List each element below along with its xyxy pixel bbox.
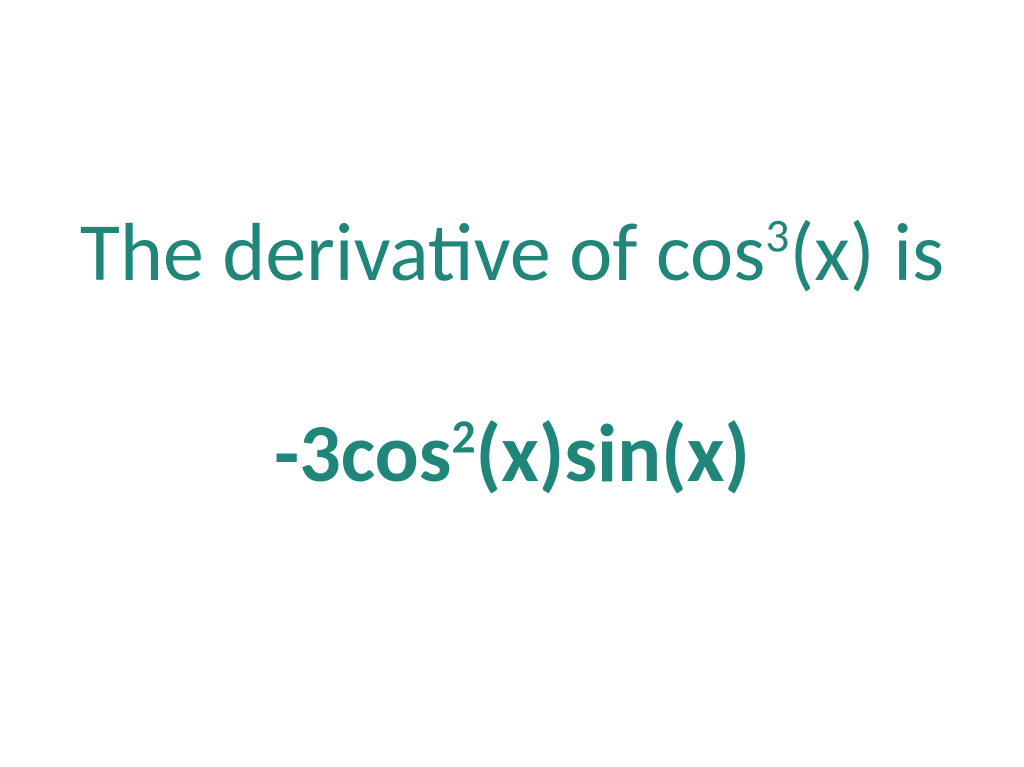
statement-exponent: 3: [765, 207, 789, 265]
answer-line: -3cos2(x)sin(x): [274, 409, 750, 499]
statement-suffix: (x) is: [789, 203, 944, 303]
statement-prefix: The derivative of cos: [80, 203, 765, 303]
slide: The derivative of cos3(x) is -3cos2(x)si…: [0, 0, 1024, 767]
answer-exponent: 2: [451, 407, 475, 465]
answer-prefix: -3cos: [274, 404, 451, 504]
answer-suffix: (x)sin(x): [476, 404, 750, 504]
statement-line: The derivative of cos3(x) is: [80, 208, 944, 298]
